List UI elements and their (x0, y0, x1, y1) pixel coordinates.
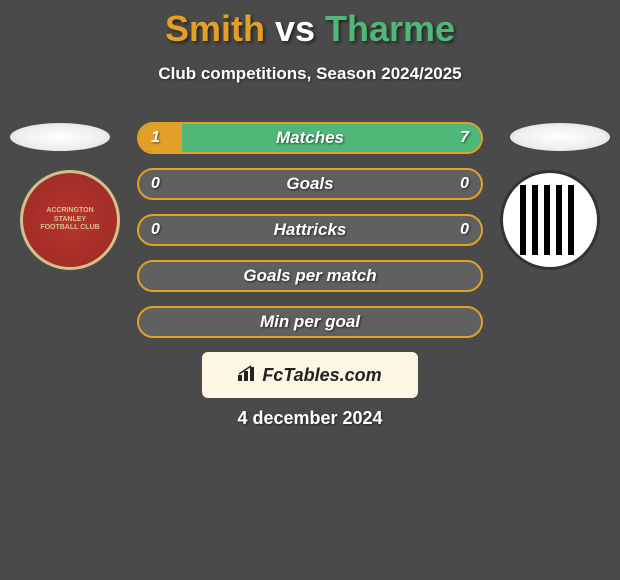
club-badge-left: ACCRINGTONSTANLEYFOOTBALL CLUB (20, 170, 120, 270)
branding-label: FcTables.com (262, 365, 381, 385)
stats-bars: Matches17Goals00Hattricks00Goals per mat… (137, 122, 483, 352)
player-left-name: Smith (165, 8, 265, 49)
subtitle: Club competitions, Season 2024/2025 (0, 64, 620, 84)
stat-bar: Goals per match (137, 260, 483, 292)
stat-value-left: 0 (151, 216, 160, 244)
stat-label: Hattricks (139, 216, 481, 244)
stat-bar: Min per goal (137, 306, 483, 338)
stat-value-left: 1 (151, 124, 160, 152)
vs-text: vs (265, 8, 325, 49)
stat-label: Min per goal (139, 308, 481, 336)
club-badge-left-text: ACCRINGTONSTANLEYFOOTBALL CLUB (40, 207, 99, 232)
stat-value-left: 0 (151, 170, 160, 198)
stat-value-right: 7 (460, 124, 469, 152)
stat-bar: Matches1 7 (137, 122, 483, 154)
stat-label: Matches (139, 124, 481, 152)
player-avatar-left (10, 123, 110, 151)
stat-bar: Goals0 0 (137, 168, 483, 200)
stat-value-right: 0 (460, 216, 469, 244)
branding-text: FcTables.com (238, 365, 381, 386)
stat-value-right: 0 (460, 170, 469, 198)
comparison-title: Smith vs Tharme (0, 0, 620, 50)
player-avatar-right (510, 123, 610, 151)
chart-icon (238, 365, 258, 386)
date-text: 4 december 2024 (0, 408, 620, 429)
stat-label: Goals per match (139, 262, 481, 290)
stat-label: Goals (139, 170, 481, 198)
club-badge-right (500, 170, 600, 270)
player-right-name: Tharme (325, 8, 455, 49)
stat-bar: Hattricks0 0 (137, 214, 483, 246)
branding-box: FcTables.com (202, 352, 418, 398)
club-badge-right-stripes (520, 185, 580, 255)
